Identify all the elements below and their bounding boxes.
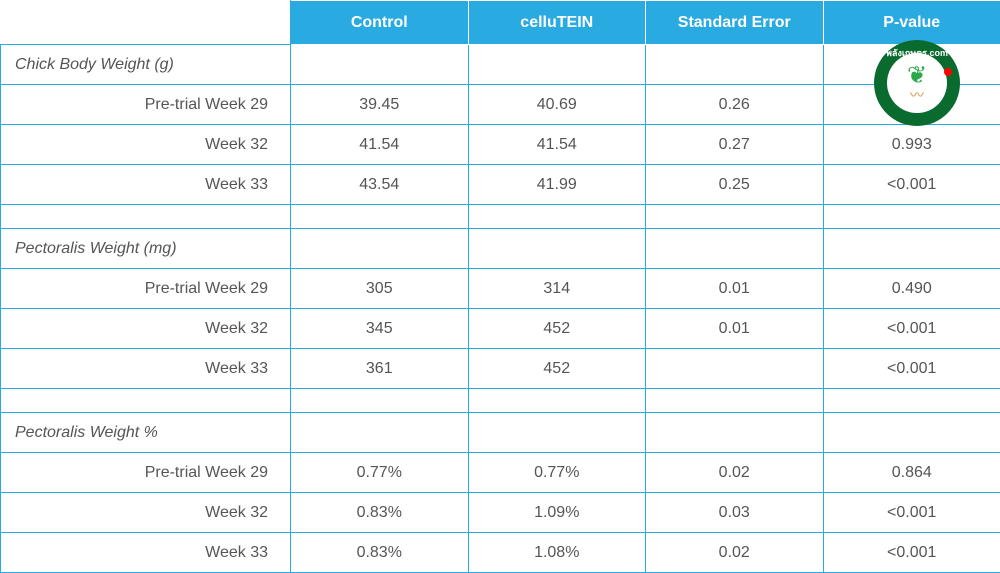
cell-p: 0.993 (823, 125, 1000, 165)
table-body: Chick Body Weight (g) Pre-trial Week 29 … (1, 45, 1000, 573)
cell-control: 0.83% (291, 533, 469, 573)
table-row: Pre-trial Week 29 305 314 0.01 0.490 (1, 269, 1000, 309)
table-row: Pre-trial Week 29 39.45 40.69 0.26 <0.00… (1, 85, 1000, 125)
cell-cellu: 452 (468, 309, 646, 349)
cell-se: 0.02 (646, 533, 824, 573)
table-row: Week 33 361 452 <0.001 (1, 349, 1000, 389)
header-cellutein: celluTEIN (468, 1, 646, 45)
cell-se: 0.27 (646, 125, 824, 165)
logo-inner: ❦ 〰 (887, 53, 947, 113)
section-row: Chick Body Weight (g) (1, 45, 1000, 85)
results-table: Control celluTEIN Standard Error P-value… (0, 0, 1000, 573)
row-label: Week 33 (1, 533, 291, 573)
cell-control: 41.54 (291, 125, 469, 165)
table-row: Week 32 41.54 41.54 0.27 0.993 (1, 125, 1000, 165)
header-row: Control celluTEIN Standard Error P-value (1, 1, 1000, 45)
cell-se: 0.26 (646, 85, 824, 125)
cell-p: <0.001 (823, 533, 1000, 573)
cell-p: <0.001 (823, 349, 1000, 389)
cell-control: 345 (291, 309, 469, 349)
row-label: Week 32 (1, 309, 291, 349)
section-title: Pectoralis Weight (mg) (1, 229, 291, 269)
cell-se: 0.01 (646, 269, 824, 309)
hand-icon: 〰 (910, 88, 924, 102)
cell-cellu: 0.77% (468, 453, 646, 493)
cell-p: <0.001 (823, 493, 1000, 533)
cell-p: <0.001 (823, 165, 1000, 205)
cell-control: 0.77% (291, 453, 469, 493)
cell-p: 0.490 (823, 269, 1000, 309)
table-row: Pre-trial Week 29 0.77% 0.77% 0.02 0.864 (1, 453, 1000, 493)
cell-se: 0.03 (646, 493, 824, 533)
cell-control: 361 (291, 349, 469, 389)
cell-cellu: 41.54 (468, 125, 646, 165)
row-label: Week 32 (1, 493, 291, 533)
cell-se (646, 349, 824, 389)
table-row: Week 33 43.54 41.99 0.25 <0.001 (1, 165, 1000, 205)
header-control: Control (291, 1, 469, 45)
cell-control: 39.45 (291, 85, 469, 125)
cell-cellu: 452 (468, 349, 646, 389)
row-label: Week 33 (1, 349, 291, 389)
leaf-icon: ❦ (907, 64, 927, 88)
cell-cellu: 40.69 (468, 85, 646, 125)
cell-cellu: 314 (468, 269, 646, 309)
header-blank (1, 1, 291, 45)
cell-cellu: 1.08% (468, 533, 646, 573)
cell-p: 0.864 (823, 453, 1000, 493)
section-row: Pectoralis Weight % (1, 413, 1000, 453)
cell-control: 0.83% (291, 493, 469, 533)
table-row: Week 32 0.83% 1.09% 0.03 <0.001 (1, 493, 1000, 533)
row-label: Pre-trial Week 29 (1, 269, 291, 309)
cell-p: <0.001 (823, 309, 1000, 349)
cell-cellu: 1.09% (468, 493, 646, 533)
section-row: Pectoralis Weight (mg) (1, 229, 1000, 269)
header-pvalue: P-value (823, 1, 1000, 45)
row-label: Pre-trial Week 29 (1, 453, 291, 493)
logo-dot-icon (944, 68, 952, 76)
cell-se: 0.02 (646, 453, 824, 493)
spacer-row (1, 389, 1000, 413)
header-se: Standard Error (646, 1, 824, 45)
row-label: Week 32 (1, 125, 291, 165)
watermark-logo-icon: พลังเกษตร.com ❦ 〰 (874, 40, 960, 126)
cell-cellu: 41.99 (468, 165, 646, 205)
table-row: Week 33 0.83% 1.08% 0.02 <0.001 (1, 533, 1000, 573)
cell-se: 0.25 (646, 165, 824, 205)
cell-control: 305 (291, 269, 469, 309)
row-label: Week 33 (1, 165, 291, 205)
spacer-row (1, 205, 1000, 229)
logo-ring: พลังเกษตร.com ❦ 〰 (874, 40, 960, 126)
row-label: Pre-trial Week 29 (1, 85, 291, 125)
cell-se: 0.01 (646, 309, 824, 349)
logo-text: พลังเกษตร.com (886, 46, 948, 60)
table-row: Week 32 345 452 0.01 <0.001 (1, 309, 1000, 349)
section-title: Chick Body Weight (g) (1, 45, 291, 85)
section-title: Pectoralis Weight % (1, 413, 291, 453)
cell-control: 43.54 (291, 165, 469, 205)
